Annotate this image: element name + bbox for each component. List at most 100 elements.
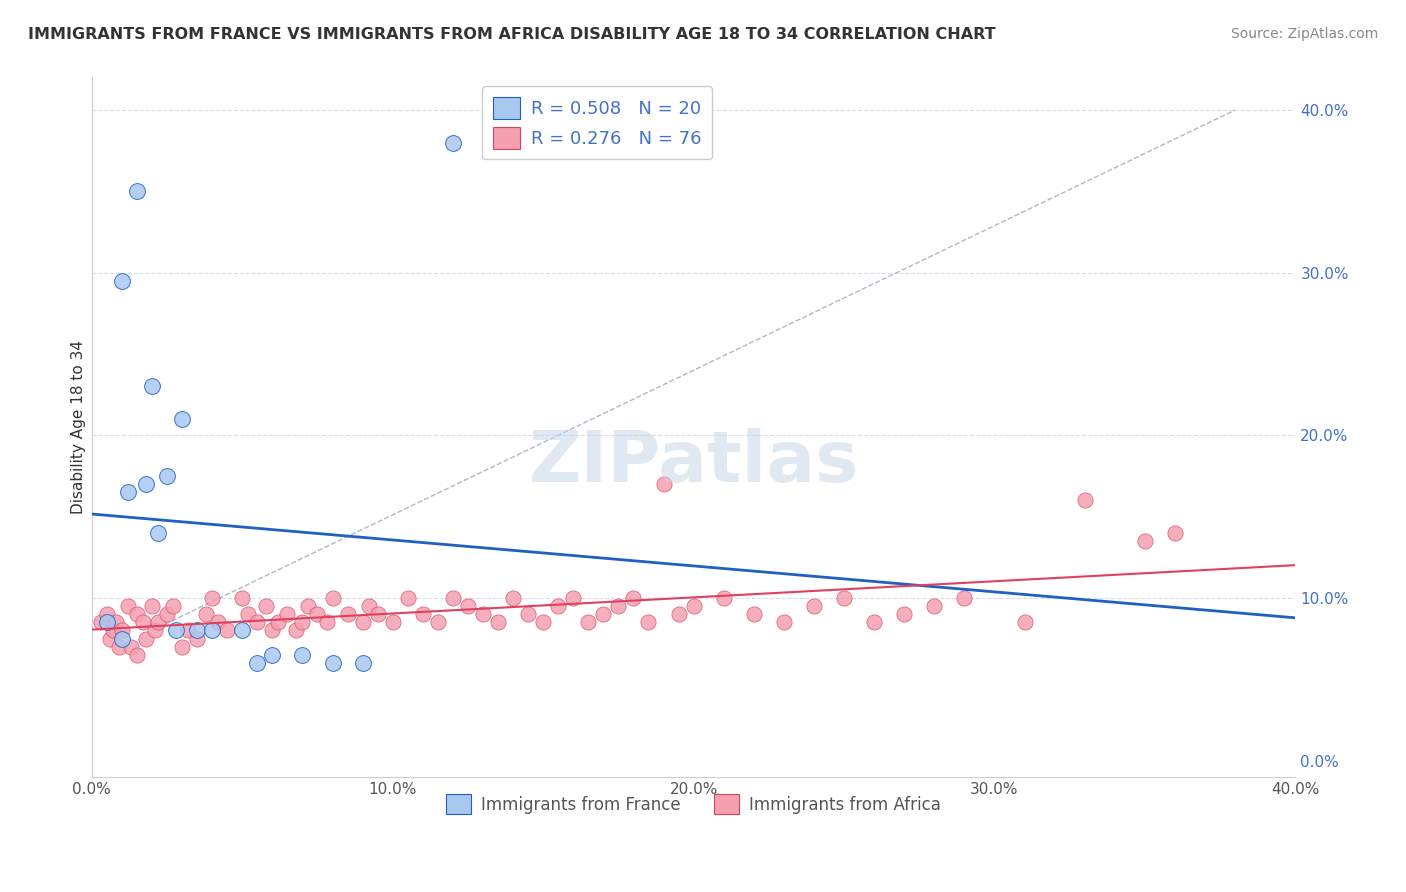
Point — [238, 607, 260, 622]
Text: Source: ZipAtlas.com: Source: ZipAtlas.com — [1230, 27, 1378, 41]
Point — [441, 136, 464, 150]
Point — [156, 469, 179, 483]
Point — [924, 599, 946, 613]
Point — [668, 607, 690, 622]
Point — [953, 591, 976, 605]
Point — [143, 624, 166, 638]
Point — [98, 632, 121, 646]
Point — [396, 591, 419, 605]
Point — [682, 599, 704, 613]
Point — [156, 607, 179, 622]
Point — [170, 640, 193, 654]
Point — [607, 599, 630, 613]
Point — [108, 640, 131, 654]
Point — [141, 599, 163, 613]
Point — [291, 648, 314, 662]
Point — [713, 591, 735, 605]
Point — [315, 615, 337, 630]
Point — [201, 624, 224, 638]
Point — [125, 184, 148, 198]
Point — [652, 477, 675, 491]
Point — [125, 607, 148, 622]
Point — [111, 274, 134, 288]
Point — [441, 591, 464, 605]
Point — [146, 525, 169, 540]
Point — [352, 656, 374, 670]
Point — [412, 607, 434, 622]
Point — [1133, 534, 1156, 549]
Point — [637, 615, 659, 630]
Point — [120, 640, 142, 654]
Point — [832, 591, 855, 605]
Point — [267, 615, 290, 630]
Point — [297, 599, 319, 613]
Point — [426, 615, 449, 630]
Point — [322, 591, 344, 605]
Point — [96, 615, 118, 630]
Point — [162, 599, 184, 613]
Text: ZIPatlas: ZIPatlas — [529, 427, 859, 497]
Point — [592, 607, 614, 622]
Point — [101, 624, 124, 638]
Point — [562, 591, 585, 605]
Point — [186, 632, 208, 646]
Point — [207, 615, 229, 630]
Point — [307, 607, 329, 622]
Point — [803, 599, 825, 613]
Point — [547, 599, 569, 613]
Point — [125, 648, 148, 662]
Point — [276, 607, 298, 622]
Point — [285, 624, 308, 638]
Point — [517, 607, 540, 622]
Point — [254, 599, 277, 613]
Point — [357, 599, 380, 613]
Point — [472, 607, 495, 622]
Point — [117, 599, 139, 613]
Point — [352, 615, 374, 630]
Point — [576, 615, 599, 630]
Legend: Immigrants from France, Immigrants from Africa: Immigrants from France, Immigrants from … — [436, 784, 950, 824]
Point — [893, 607, 915, 622]
Point — [201, 591, 224, 605]
Point — [195, 607, 218, 622]
Point — [111, 632, 134, 646]
Point — [322, 656, 344, 670]
Y-axis label: Disability Age 18 to 34: Disability Age 18 to 34 — [72, 340, 86, 514]
Point — [291, 615, 314, 630]
Point — [246, 656, 269, 670]
Point — [165, 624, 187, 638]
Point — [177, 624, 200, 638]
Point — [141, 379, 163, 393]
Point — [117, 485, 139, 500]
Point — [231, 591, 253, 605]
Point — [381, 615, 404, 630]
Point — [336, 607, 359, 622]
Point — [457, 599, 479, 613]
Point — [217, 624, 239, 638]
Point — [231, 624, 253, 638]
Point — [863, 615, 886, 630]
Point — [486, 615, 509, 630]
Point — [111, 624, 134, 638]
Point — [96, 607, 118, 622]
Point — [186, 624, 208, 638]
Point — [135, 477, 157, 491]
Point — [531, 615, 554, 630]
Point — [246, 615, 269, 630]
Point — [90, 615, 112, 630]
Point — [1074, 493, 1097, 508]
Point — [135, 632, 157, 646]
Point — [742, 607, 765, 622]
Point — [623, 591, 645, 605]
Point — [262, 624, 284, 638]
Point — [170, 412, 193, 426]
Point — [132, 615, 155, 630]
Point — [367, 607, 389, 622]
Point — [1164, 525, 1187, 540]
Point — [502, 591, 524, 605]
Point — [262, 648, 284, 662]
Point — [146, 615, 169, 630]
Point — [1014, 615, 1036, 630]
Point — [773, 615, 796, 630]
Text: IMMIGRANTS FROM FRANCE VS IMMIGRANTS FROM AFRICA DISABILITY AGE 18 TO 34 CORRELA: IMMIGRANTS FROM FRANCE VS IMMIGRANTS FRO… — [28, 27, 995, 42]
